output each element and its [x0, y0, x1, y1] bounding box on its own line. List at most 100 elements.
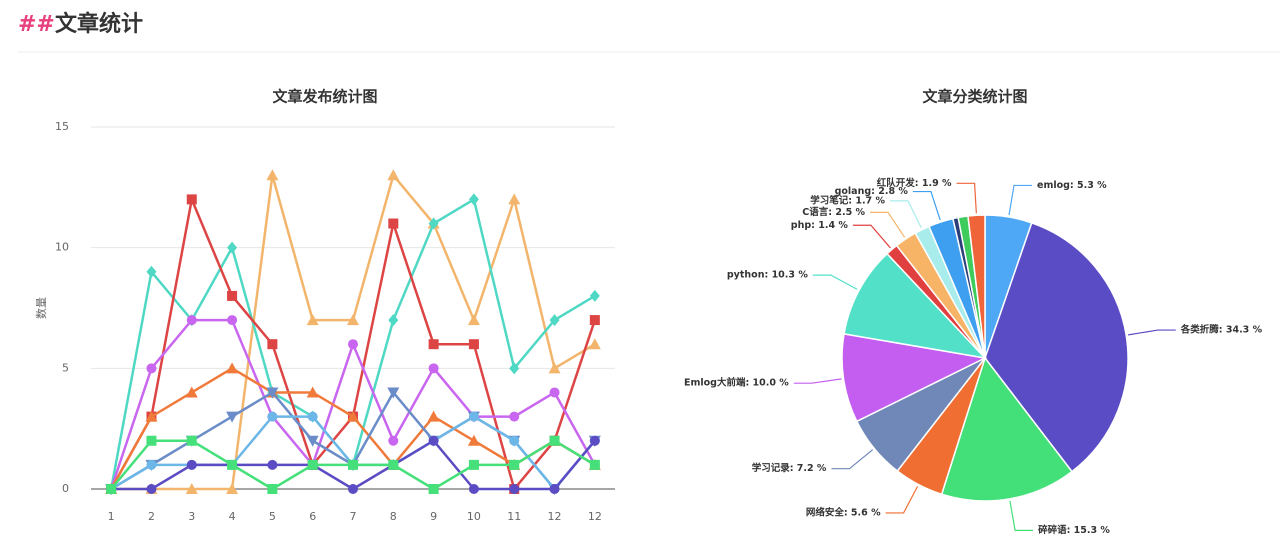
- y-tick-label: 15: [55, 120, 69, 133]
- slice-label: 红队开发: 1.9 %: [877, 177, 952, 189]
- y-axis-label: 数量: [35, 297, 48, 319]
- slice-label: php: 1.4 %: [791, 220, 849, 231]
- point: [428, 435, 439, 446]
- point: [509, 411, 520, 422]
- point: [468, 339, 479, 350]
- point: [509, 362, 520, 375]
- point: [146, 435, 157, 446]
- slice-label: emlog: 5.3 %: [1037, 180, 1107, 191]
- point: [306, 386, 319, 398]
- point: [467, 314, 480, 326]
- leader-line: [885, 486, 919, 514]
- point: [348, 484, 358, 494]
- point: [468, 484, 479, 494]
- point: [589, 289, 600, 302]
- x-tick-label: 7: [350, 510, 357, 523]
- point: [227, 290, 238, 301]
- point: [588, 338, 601, 350]
- y-tick-label: 0: [62, 482, 69, 495]
- y-tick-label: 5: [62, 361, 69, 374]
- point: [227, 241, 238, 254]
- slice-label: Emlog大前端: 10.0 %: [684, 377, 789, 389]
- point: [307, 411, 318, 422]
- leader-line: [912, 190, 941, 221]
- header-title: 文章统计: [55, 11, 143, 37]
- y-tick-label: 10: [55, 241, 69, 254]
- x-tick-label: 10: [467, 510, 481, 523]
- point: [146, 459, 157, 470]
- point: [348, 459, 358, 470]
- point: [388, 459, 399, 470]
- point: [428, 339, 439, 350]
- point: [509, 484, 520, 494]
- point: [226, 362, 239, 374]
- pie-slice: [843, 252, 988, 360]
- point: [347, 314, 359, 326]
- point: [549, 314, 560, 327]
- x-tick-label: 3: [188, 510, 195, 523]
- slice-label: golang: 2.8 %: [835, 186, 909, 197]
- point: [548, 362, 561, 374]
- point: [388, 435, 399, 446]
- header-marker: ##: [18, 12, 55, 37]
- x-tick-label: 4: [229, 510, 236, 523]
- point: [509, 435, 520, 446]
- point: [146, 265, 157, 278]
- slice-label: 碎碎语: 15.3 %: [1038, 524, 1110, 536]
- point: [468, 459, 479, 470]
- point: [226, 483, 239, 494]
- point: [589, 459, 600, 470]
- slice-label: 学习记录: 7.2 %: [752, 462, 827, 474]
- point: [589, 315, 600, 326]
- point: [227, 315, 238, 326]
- point: [106, 484, 117, 494]
- point: [508, 193, 521, 205]
- point: [186, 194, 197, 205]
- leader-line: [870, 211, 906, 238]
- point: [185, 386, 198, 398]
- leader-line: [1009, 500, 1034, 531]
- point: [267, 411, 278, 422]
- point: [227, 459, 238, 470]
- slice-label: 学习笔记: 1.7 %: [810, 194, 885, 206]
- point: [549, 484, 560, 494]
- x-tick-label: 9: [430, 510, 437, 523]
- point: [348, 339, 358, 350]
- leader-line: [890, 200, 922, 229]
- point: [267, 484, 278, 494]
- point: [306, 314, 319, 326]
- point: [145, 410, 158, 422]
- point: [266, 387, 279, 399]
- x-tick-label: 8: [390, 510, 397, 523]
- point: [146, 363, 157, 374]
- point: [468, 193, 479, 206]
- x-tick-label: 2: [148, 510, 155, 523]
- point: [549, 435, 560, 446]
- leader-line: [812, 274, 858, 290]
- point: [186, 315, 197, 326]
- x-tick-label: 1: [108, 510, 115, 523]
- point: [509, 459, 520, 470]
- line-title: 文章发布统计图: [272, 88, 377, 106]
- point: [387, 169, 400, 181]
- pie-title: 文章分类统计图: [922, 88, 1027, 106]
- leader-line: [852, 224, 891, 249]
- x-tick-label: 12: [548, 510, 562, 523]
- point: [428, 217, 439, 230]
- x-tick-label: 12: [588, 510, 602, 523]
- point: [306, 435, 319, 447]
- pie-slice: [984, 221, 1129, 473]
- point: [549, 387, 560, 398]
- x-tick-label: 11: [507, 510, 521, 523]
- leader-line: [831, 449, 874, 470]
- slice-label: C语言: 2.5 %: [802, 206, 865, 218]
- pie-slice: [967, 214, 986, 359]
- point: [427, 410, 440, 422]
- point: [266, 169, 279, 181]
- point: [387, 387, 400, 399]
- point: [428, 363, 439, 374]
- point: [347, 410, 359, 422]
- point: [146, 484, 157, 494]
- point: [267, 339, 278, 350]
